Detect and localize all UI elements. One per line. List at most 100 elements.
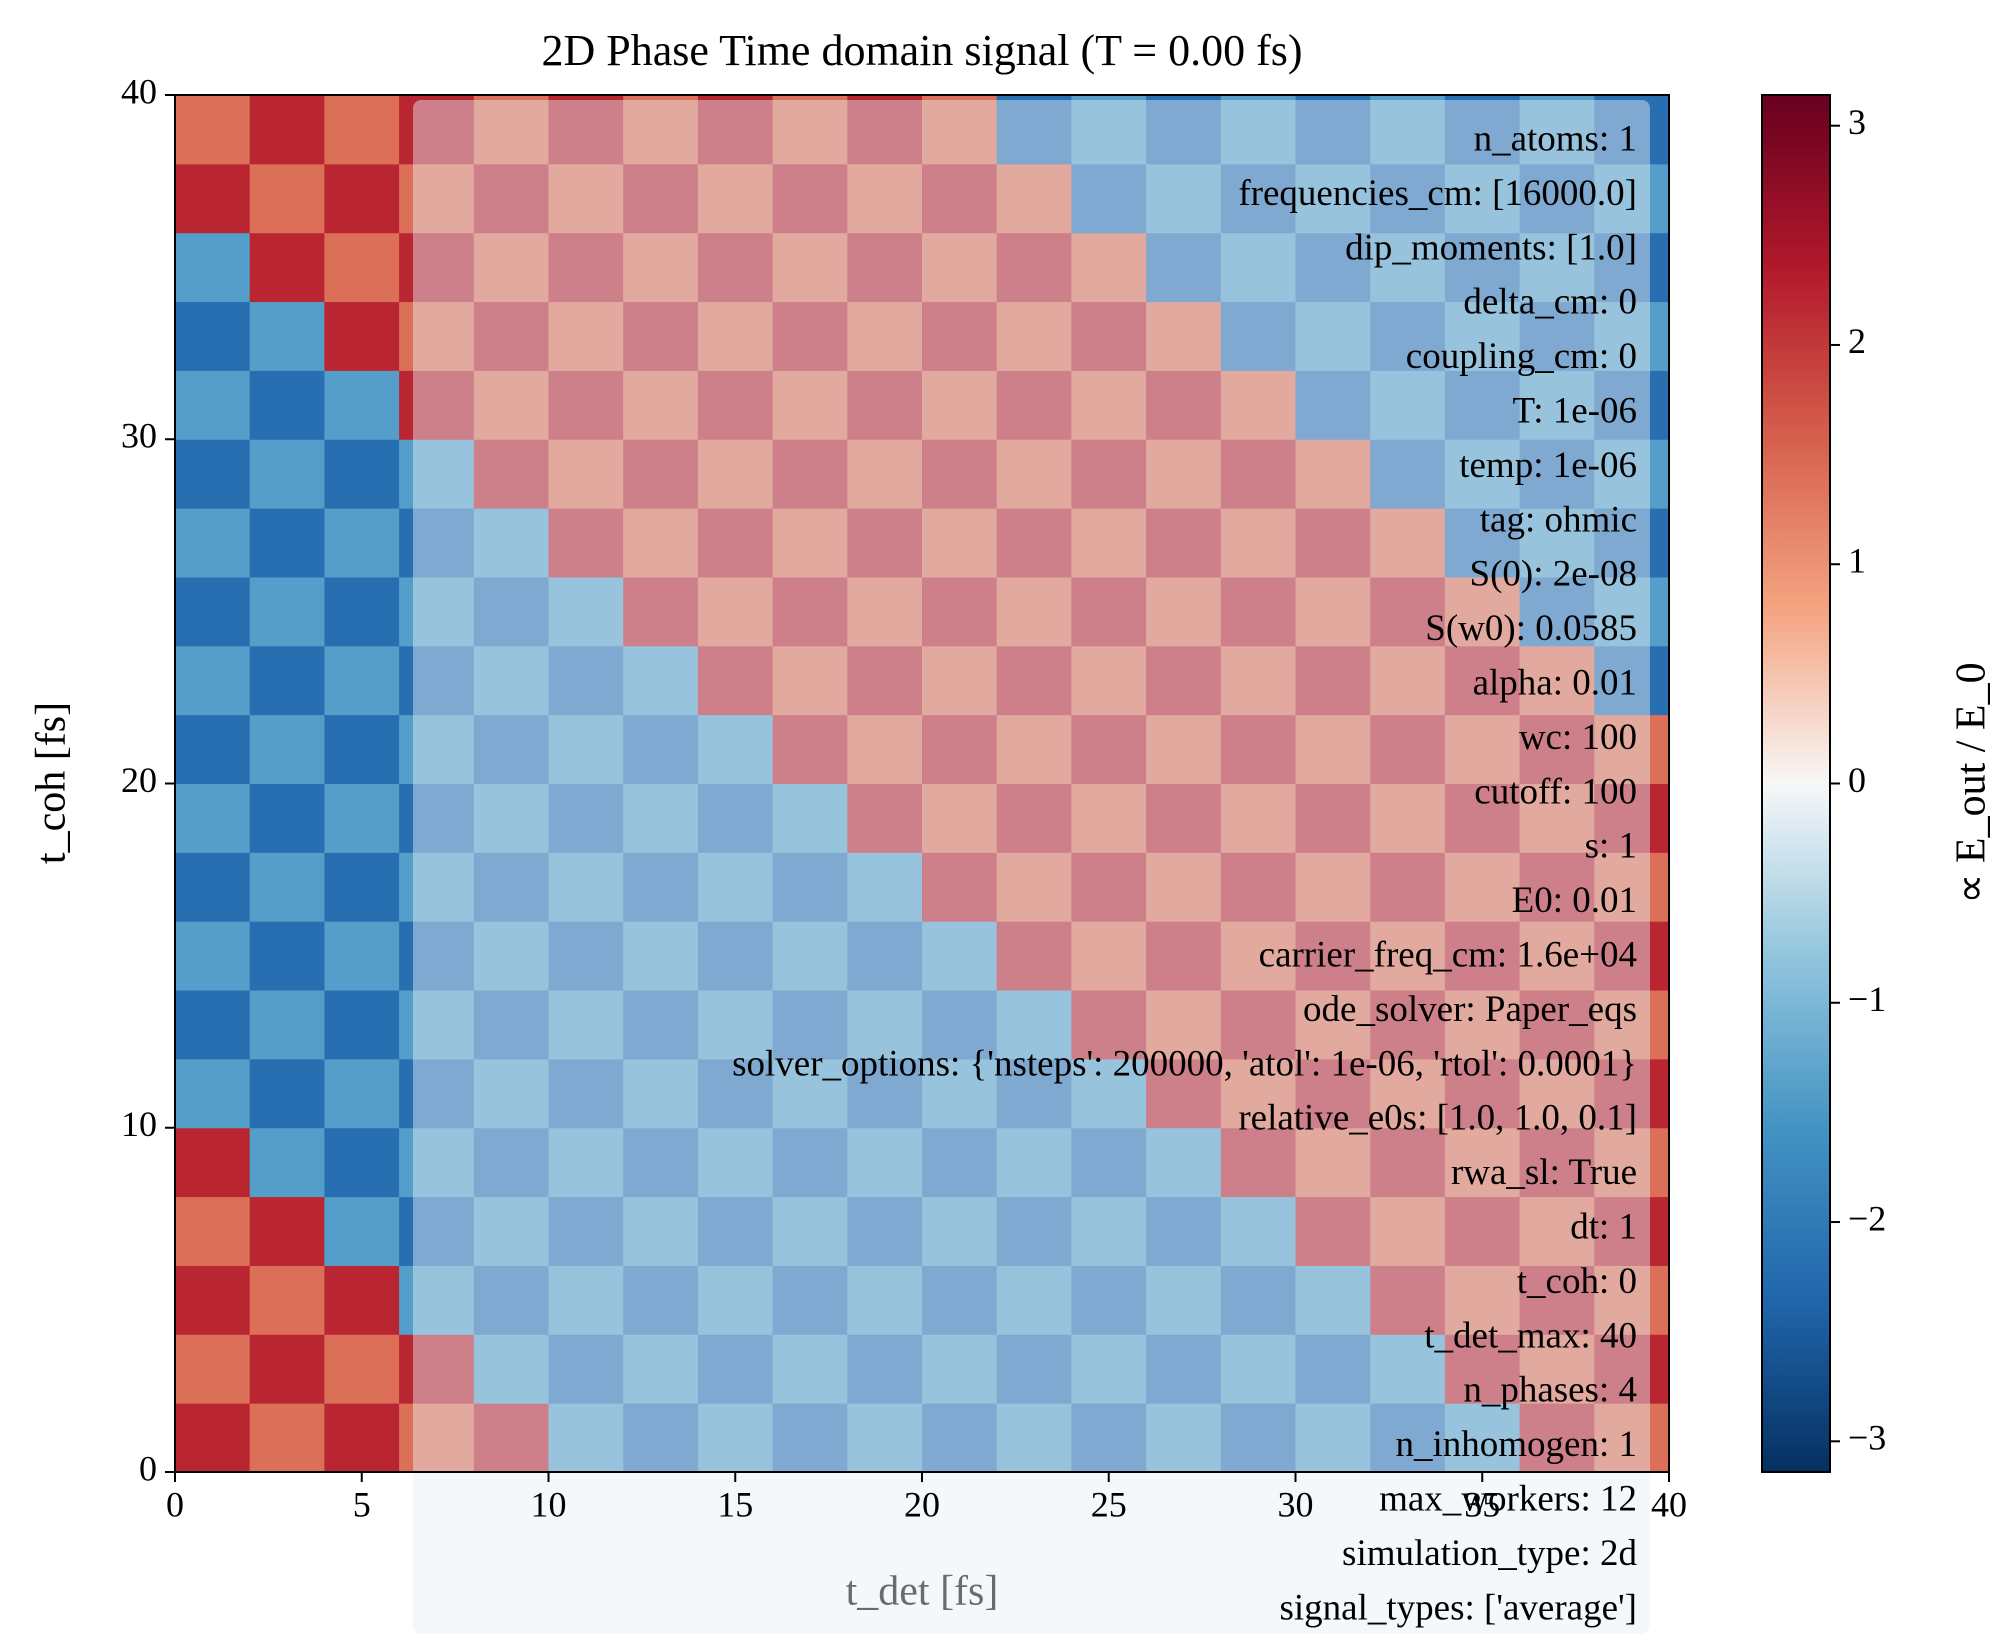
heatmap-cell: [847, 163, 923, 234]
heatmap-cell: [847, 1334, 923, 1404]
heatmap-cell: [473, 921, 549, 991]
heatmap-cell: [249, 1403, 325, 1473]
heatmap-cell: [175, 852, 251, 922]
heatmap-cell: [1594, 1265, 1670, 1335]
x-tick-label: 15: [717, 1484, 753, 1524]
heatmap-cell: [175, 921, 251, 991]
heatmap-cell: [1146, 714, 1222, 784]
heatmap-cell: [399, 576, 475, 647]
heatmap-cell: [1220, 439, 1296, 509]
heatmap-cell: [1444, 1265, 1521, 1335]
heatmap-cell: [1370, 232, 1446, 303]
heatmap-cell: [772, 163, 848, 234]
heatmap-cell: [1519, 370, 1595, 440]
heatmap-cell: [249, 576, 325, 647]
heatmap-cell: [1444, 714, 1521, 784]
heatmap-cell: [922, 783, 998, 853]
heatmap-cell: [922, 714, 998, 784]
heatmap-cell: [324, 852, 400, 922]
heatmap-cell: [175, 576, 251, 647]
heatmap-cell: [249, 783, 325, 853]
heatmap-cell: [249, 439, 325, 509]
heatmap-cell: [772, 1403, 848, 1473]
heatmap-cell: [996, 1265, 1072, 1335]
heatmap-cell: [249, 852, 325, 922]
heatmap-cell: [697, 163, 774, 234]
heatmap-cell: [473, 508, 549, 578]
heatmap-cell: [1295, 576, 1371, 647]
heatmap-cell: [697, 1403, 774, 1473]
heatmap-cell: [324, 921, 400, 991]
heatmap-cell: [697, 95, 774, 165]
heatmap-cell: [623, 95, 699, 165]
heatmap-cell: [1444, 439, 1521, 509]
heatmap-cell: [996, 990, 1072, 1060]
heatmap-cell: [847, 95, 923, 165]
heatmap-cell: [772, 783, 848, 853]
annotation-line: relative_e0s: [1.0, 1.0, 0.1]: [1238, 1098, 1637, 1139]
heatmap-cell: [399, 370, 475, 440]
heatmap-cell: [1519, 990, 1595, 1060]
annotation-line: T: 1e-06: [1512, 390, 1637, 431]
heatmap-cell: [1071, 301, 1147, 371]
heatmap-cell: [324, 990, 400, 1060]
heatmap-cell: [1071, 645, 1147, 716]
heatmap-cell: [623, 163, 699, 234]
annotation-line: rwa_sl: True: [1451, 1152, 1637, 1193]
heatmap-cell: [772, 301, 848, 371]
heatmap-cell: [847, 232, 923, 303]
heatmap-cell: [1594, 1127, 1670, 1198]
colorbar-tick-label: −3: [1848, 1418, 1886, 1458]
heatmap-cell: [847, 714, 923, 784]
heatmap-cell: [996, 1127, 1072, 1198]
annotation-line: tag: ohmic: [1480, 499, 1637, 540]
heatmap-cell: [1220, 232, 1296, 303]
heatmap-cell: [324, 439, 400, 509]
heatmap-cell: [1444, 921, 1521, 991]
heatmap-cell: [175, 95, 251, 165]
heatmap-cell: [847, 301, 923, 371]
heatmap-cell: [772, 576, 848, 647]
heatmap-cell: [847, 370, 923, 440]
heatmap-cell: [1444, 1334, 1521, 1404]
heatmap-cell: [324, 163, 400, 234]
heatmap-cell: [1146, 508, 1222, 578]
heatmap-cell: [1071, 1058, 1147, 1129]
x-tick-label: 40: [1651, 1484, 1687, 1524]
heatmap-cell: [697, 645, 774, 716]
heatmap-cell: [847, 1196, 923, 1266]
heatmap-cell: [1444, 1127, 1521, 1198]
heatmap-cell: [1444, 301, 1521, 371]
heatmap-cell: [772, 1127, 848, 1198]
heatmap-cell: [399, 1127, 475, 1198]
heatmap-cell: [1519, 1196, 1595, 1266]
heatmap-cell: [1220, 921, 1296, 991]
heatmap-cell: [1146, 1334, 1222, 1404]
annotation-box: [413, 100, 1650, 1634]
heatmap-cell: [996, 852, 1072, 922]
heatmap-cell: [548, 714, 624, 784]
heatmap-cell: [1444, 1058, 1521, 1129]
heatmap-cell: [1519, 921, 1595, 991]
heatmap-cell: [473, 1196, 549, 1266]
heatmap-cell: [1071, 576, 1147, 647]
heatmap-cell: [1146, 232, 1222, 303]
heatmap-cell: [697, 1196, 774, 1266]
heatmap-cell: [1594, 301, 1670, 371]
heatmap-cell: [473, 439, 549, 509]
y-tick-label: 30: [121, 416, 157, 456]
y-tick-label: 10: [121, 1104, 157, 1144]
heatmap-cell: [175, 1058, 251, 1129]
heatmap-cell: [399, 439, 475, 509]
heatmap-cell: [1370, 1196, 1446, 1266]
heatmap-cell: [1519, 439, 1595, 509]
heatmap-cell: [623, 301, 699, 371]
heatmap-cell: [1146, 1265, 1222, 1335]
heatmap-cell: [1444, 1403, 1521, 1473]
heatmap-cell: [1071, 232, 1147, 303]
heatmap-cell: [1370, 1403, 1446, 1473]
heatmap-cell: [1220, 1334, 1296, 1404]
annotation-line: n_inhomogen: 1: [1395, 1424, 1637, 1465]
heatmap-cell: [324, 1196, 400, 1266]
heatmap-cell: [1444, 370, 1521, 440]
